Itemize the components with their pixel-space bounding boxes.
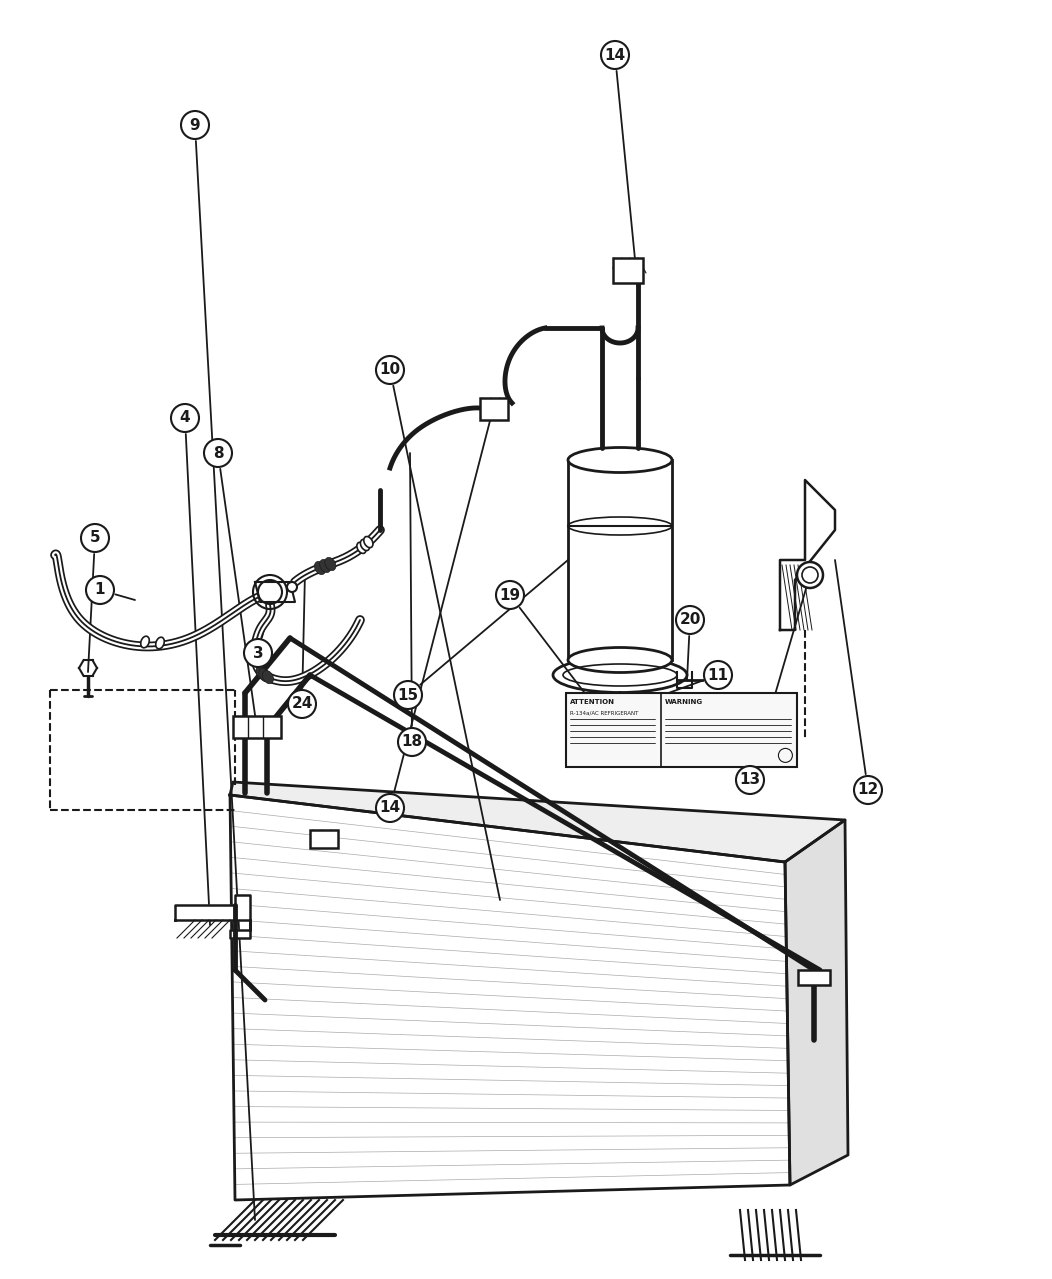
Bar [568,460,672,660]
Ellipse shape [315,561,325,574]
Ellipse shape [320,559,330,573]
Circle shape [394,680,422,709]
Text: 13: 13 [740,773,761,788]
Circle shape [797,561,823,588]
Text: 24: 24 [291,697,312,711]
Polygon shape [175,895,250,938]
Ellipse shape [553,657,687,692]
Circle shape [398,728,426,756]
Circle shape [181,111,209,139]
Ellipse shape [325,558,336,570]
Ellipse shape [262,670,274,684]
Text: 20: 20 [680,613,701,628]
Circle shape [676,606,704,634]
Circle shape [854,776,882,804]
Polygon shape [255,582,295,602]
Text: 4: 4 [180,411,190,426]
Bar [480,398,508,420]
Text: 12: 12 [857,783,878,798]
Bar [566,693,797,767]
Circle shape [287,582,297,592]
Ellipse shape [156,637,164,648]
Text: 3: 3 [252,646,263,660]
Text: 18: 18 [402,734,423,749]
Ellipse shape [568,448,672,472]
Circle shape [288,689,316,718]
Polygon shape [230,796,790,1200]
Ellipse shape [364,536,373,547]
Text: WARNING: WARNING [665,700,703,705]
Text: 10: 10 [380,362,401,377]
Circle shape [376,794,404,822]
Polygon shape [785,820,848,1186]
Text: 5: 5 [89,531,100,546]
Text: 1: 1 [95,582,105,597]
Circle shape [171,404,199,432]
Bar [613,258,643,283]
Text: 14: 14 [380,801,401,816]
Circle shape [244,640,272,668]
Ellipse shape [361,540,369,550]
Circle shape [204,439,232,467]
Bar [798,969,830,985]
Circle shape [81,524,109,553]
Ellipse shape [568,647,672,673]
Circle shape [704,661,732,689]
Text: R-134a/AC REFRIGERANT: R-134a/AC REFRIGERANT [570,710,639,715]
Circle shape [736,766,764,794]
Text: 9: 9 [189,118,200,133]
Polygon shape [780,480,835,631]
Ellipse shape [141,636,149,647]
Bar [232,716,281,738]
Circle shape [86,576,114,604]
Text: 15: 15 [398,688,419,702]
Text: 11: 11 [708,668,728,683]
Polygon shape [230,781,845,862]
Circle shape [495,581,524,609]
Text: 8: 8 [213,445,223,460]
Circle shape [376,356,404,384]
Circle shape [601,41,629,69]
Bar [310,830,338,848]
Ellipse shape [259,669,270,682]
Text: ATTENTION: ATTENTION [570,700,615,705]
Ellipse shape [357,542,366,554]
Text: 14: 14 [605,47,626,63]
Text: 19: 19 [500,587,521,602]
Ellipse shape [256,666,267,679]
